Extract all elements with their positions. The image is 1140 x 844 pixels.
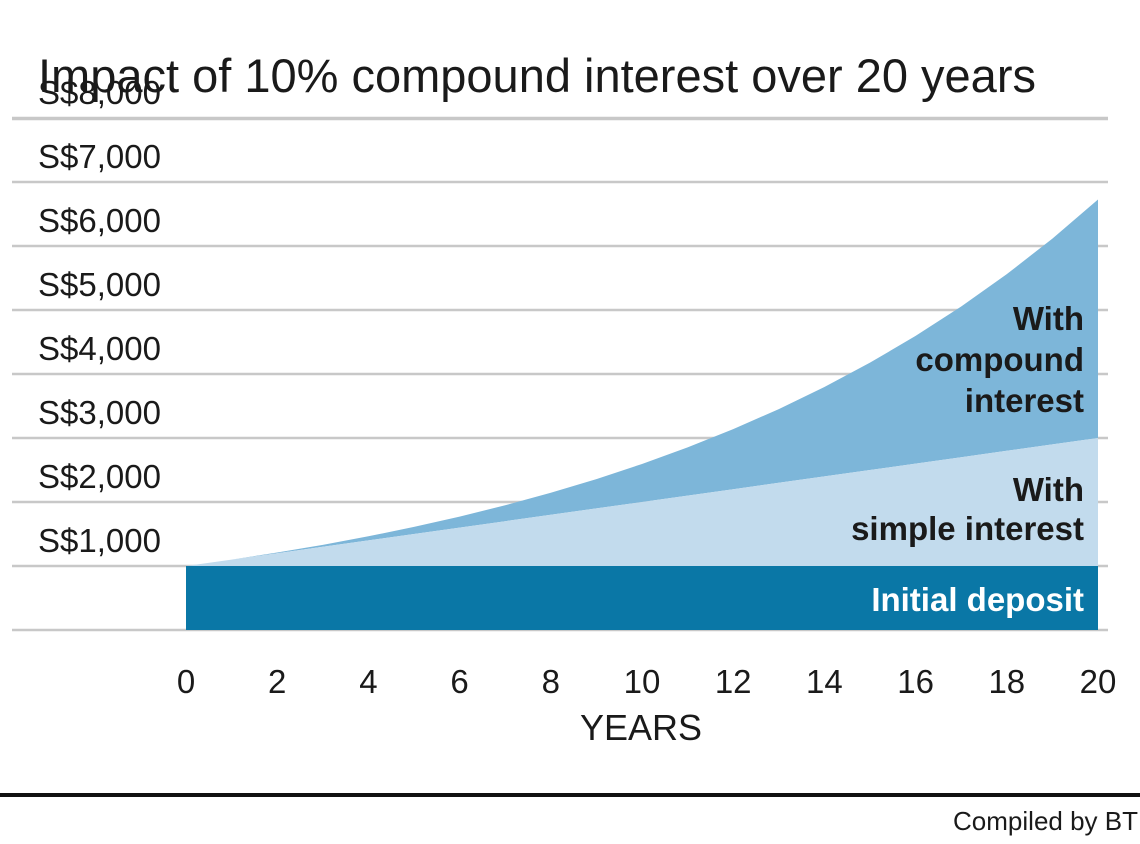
simple-interest-area bbox=[186, 438, 1098, 566]
y-tick-label: S$2,000 bbox=[38, 458, 161, 495]
y-tick-label: S$3,000 bbox=[38, 394, 161, 431]
area-series bbox=[186, 199, 1098, 630]
x-axis-ticks: 0 2 4 6 8 10 12 14 16 18 20 bbox=[177, 663, 1117, 700]
y-tick-label: S$7,000 bbox=[38, 138, 161, 175]
y-axis-ticks: S$1,000 S$2,000 S$3,000 S$4,000 S$5,000 S$6,0… bbox=[38, 74, 161, 559]
y-tick-label: S$4,000 bbox=[38, 330, 161, 367]
y-tick-label: S$8,000 bbox=[38, 74, 161, 111]
simple-interest-label: With simple interest bbox=[851, 471, 1084, 547]
y-tick-label: S$6,000 bbox=[38, 202, 161, 239]
chart-title: Impact of 10% compound interest over 20 … bbox=[38, 49, 1036, 102]
x-tick-label: 12 bbox=[715, 663, 752, 700]
x-tick-label: 14 bbox=[806, 663, 843, 700]
y-tick-label: S$1,000 bbox=[38, 522, 161, 559]
initial-deposit-area bbox=[186, 566, 1098, 630]
x-tick-label: 18 bbox=[988, 663, 1025, 700]
x-tick-label: 8 bbox=[542, 663, 560, 700]
x-tick-label: 6 bbox=[450, 663, 468, 700]
x-axis-title: YEARS bbox=[580, 707, 702, 748]
compound-interest-label: With compound interest bbox=[915, 300, 1084, 419]
compound-interest-area bbox=[186, 199, 1098, 566]
x-tick-label: 2 bbox=[268, 663, 286, 700]
credit-text: Compiled by BT bbox=[953, 806, 1138, 836]
area-labels: With compound interest With simple interest I… bbox=[851, 300, 1084, 618]
x-tick-label: 20 bbox=[1080, 663, 1117, 700]
initial-deposit-label: Initial deposit bbox=[871, 581, 1084, 618]
x-tick-label: 4 bbox=[359, 663, 377, 700]
x-tick-label: 16 bbox=[897, 663, 934, 700]
x-tick-label: 10 bbox=[624, 663, 661, 700]
x-tick-label: 0 bbox=[177, 663, 195, 700]
y-tick-label: S$5,000 bbox=[38, 266, 161, 303]
